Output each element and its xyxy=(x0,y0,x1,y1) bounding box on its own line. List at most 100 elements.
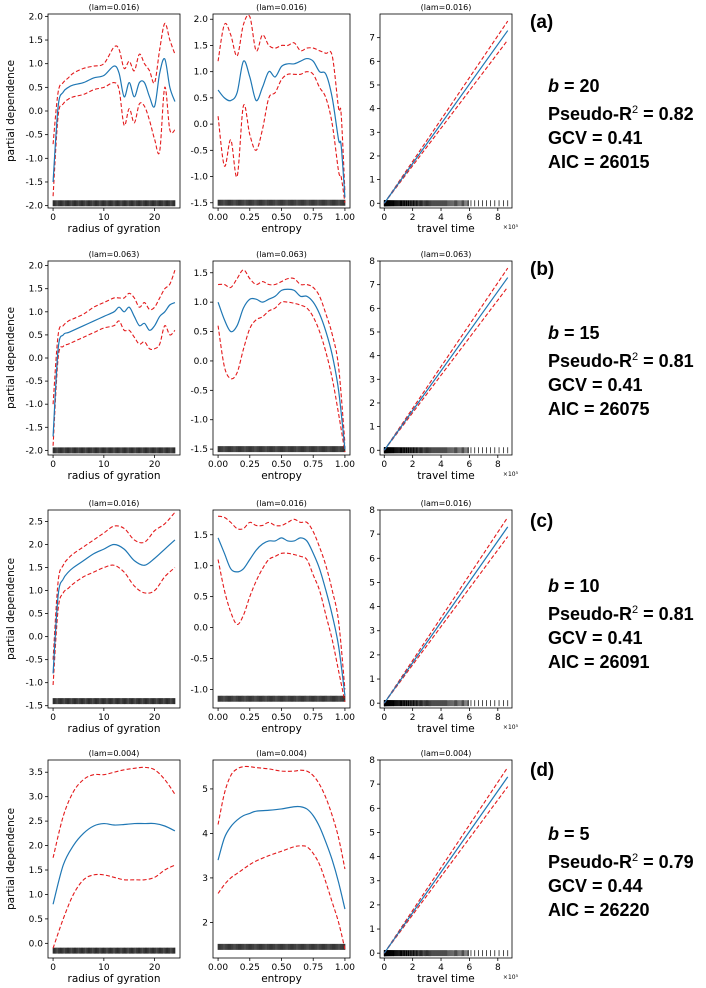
y-tick-label: 1.0 xyxy=(29,60,44,70)
stat-b: b = 10 xyxy=(548,574,694,598)
y-tick-label: 2.0 xyxy=(29,541,44,551)
subplot-title: (lam=0.016) xyxy=(421,499,472,508)
x-tick-label: 0 xyxy=(50,213,56,223)
y-tick-label: 1 xyxy=(369,423,375,433)
x-tick-label: 0 xyxy=(381,460,387,470)
panel-label: (c) xyxy=(530,511,553,532)
subplot-title: (lam=0.016) xyxy=(256,499,307,508)
x-tick-label: 10 xyxy=(98,713,110,723)
y-tick-label: 3 xyxy=(369,877,375,887)
stat-aic: AIC = 26075 xyxy=(548,399,650,419)
y-tick-label: 0 xyxy=(369,199,375,209)
y-tick-label: -1.5 xyxy=(25,178,43,188)
x-axis-label: entropy xyxy=(261,470,302,482)
y-tick-label: 5 xyxy=(369,578,375,588)
x-tick-label: 2 xyxy=(410,963,416,973)
y-tick-label: 1.0 xyxy=(29,308,44,318)
x-tick-label: 0.75 xyxy=(303,213,323,223)
lower-interval-line xyxy=(217,71,346,203)
y-tick-label: 1.5 xyxy=(29,866,43,876)
y-tick-label: -1.0 xyxy=(25,679,43,689)
stat-pseudo-r2-sup: 2 xyxy=(632,852,639,864)
y-tick-label: 1 xyxy=(369,675,375,685)
x-tick-label: 10 xyxy=(98,460,110,470)
x-tick-label: 0.50 xyxy=(271,963,291,973)
rug-ticks xyxy=(52,200,176,207)
axes-frame xyxy=(379,509,513,709)
subplot-2-2: 0.00 0.25 0.50 0.75 1.00 -1.5 -1.0 -0.5 0.0 0.5 1.… xyxy=(190,250,355,482)
y-tick-label: 4 xyxy=(369,603,375,613)
y-tick-label: 1.5 xyxy=(194,531,208,541)
x-tick-label: 10 xyxy=(98,213,110,223)
y-tick-label: 3 xyxy=(369,627,375,637)
subplot-title: (lam=0.016) xyxy=(89,499,140,508)
x-tick-label: 0 xyxy=(50,460,56,470)
y-tick-label: 6 xyxy=(369,804,375,814)
subplot-title: (lam=0.004) xyxy=(89,749,140,758)
y-tick-label: 0.0 xyxy=(29,633,44,643)
x-tick-label: 0 xyxy=(50,713,56,723)
stat-pseudo-r2: Pseudo-R2 = 0.82 xyxy=(548,98,694,126)
y-tick-label: 0.0 xyxy=(194,120,209,130)
stat-pseudo-r2-sup: 2 xyxy=(632,351,639,363)
x-axis-label: travel time xyxy=(417,973,475,985)
y-tick-label: 1.5 xyxy=(29,564,43,574)
estimate-line xyxy=(52,302,176,437)
x-offset-label: ×10⁵ xyxy=(503,724,519,731)
x-tick-label: 0.75 xyxy=(303,713,323,723)
y-tick-label: 1.5 xyxy=(194,269,208,279)
x-axis-label: entropy xyxy=(261,223,302,235)
stat-gcv: GCV = 0.44 xyxy=(548,876,643,896)
y-tick-label: -0.5 xyxy=(25,656,43,666)
stat-b-symbol: b xyxy=(548,576,559,596)
y-tick-label: 1.0 xyxy=(194,298,209,308)
x-tick-label: 0.50 xyxy=(271,213,291,223)
x-tick-label: 0.25 xyxy=(240,213,260,223)
x-tick-label: 0 xyxy=(50,963,56,973)
stat-aic: AIC = 26015 xyxy=(548,152,650,172)
x-tick-label: 0.75 xyxy=(303,963,323,973)
subplot-title: (lam=0.004) xyxy=(256,749,307,758)
y-tick-label: 8 xyxy=(369,756,375,766)
estimate-line xyxy=(383,776,509,954)
x-tick-label: 6 xyxy=(467,213,473,223)
stat-pseudo-r2-sup: 2 xyxy=(632,604,639,616)
y-tick-label: 0 xyxy=(369,949,375,959)
lower-interval-line xyxy=(383,286,509,451)
x-tick-label: 8 xyxy=(495,713,501,723)
x-offset-label: ×10⁵ xyxy=(503,471,519,478)
stat-pseudo-r2: Pseudo-R2 = 0.81 xyxy=(548,598,694,626)
stat-pseudo-r2-value: = 0.81 xyxy=(638,604,694,624)
y-tick-label: 2.0 xyxy=(29,842,44,852)
upper-interval-line xyxy=(217,515,346,690)
y-tick-label: 8 xyxy=(369,257,375,267)
x-tick-label: 0.25 xyxy=(240,713,260,723)
subplot-title: (lam=0.016) xyxy=(256,3,307,12)
stats-block: b = 15 Pseudo-R2 = 0.81 GCV = 0.41 AIC = 26… xyxy=(548,321,694,421)
x-tick-label: 0.00 xyxy=(208,213,228,223)
upper-interval-line xyxy=(52,766,176,858)
y-tick-label: 1 xyxy=(369,925,375,935)
x-tick-label: 0.75 xyxy=(303,460,323,470)
panel-label: (b) xyxy=(530,259,554,280)
lower-interval-line xyxy=(383,536,509,704)
x-tick-label: 0.25 xyxy=(240,963,260,973)
upper-interval-line xyxy=(383,516,509,704)
axes-frame xyxy=(379,260,513,456)
stat-pseudo-r2-label: Pseudo-R xyxy=(548,351,633,371)
x-axis-label: entropy xyxy=(261,723,302,735)
panel-label: (a) xyxy=(530,12,553,33)
estimate-line xyxy=(52,539,176,674)
y-tick-label: 3 xyxy=(369,375,375,385)
y-axis-label: partial dependence xyxy=(5,558,17,660)
stat-pseudo-r2-label: Pseudo-R xyxy=(548,104,633,124)
x-tick-label: 20 xyxy=(149,963,161,973)
figure-row-4: 0 10 200.00.51.01.52.02.53.03.5(lam=0.004)… xyxy=(5,749,554,985)
stat-b: b = 15 xyxy=(548,321,694,345)
x-tick-label: 8 xyxy=(495,213,501,223)
subplot-title: (lam=0.004) xyxy=(421,749,472,758)
x-tick-label: 8 xyxy=(495,460,501,470)
x-tick-label: 0.00 xyxy=(208,460,228,470)
stat-pseudo-r2-sup: 2 xyxy=(632,104,639,116)
